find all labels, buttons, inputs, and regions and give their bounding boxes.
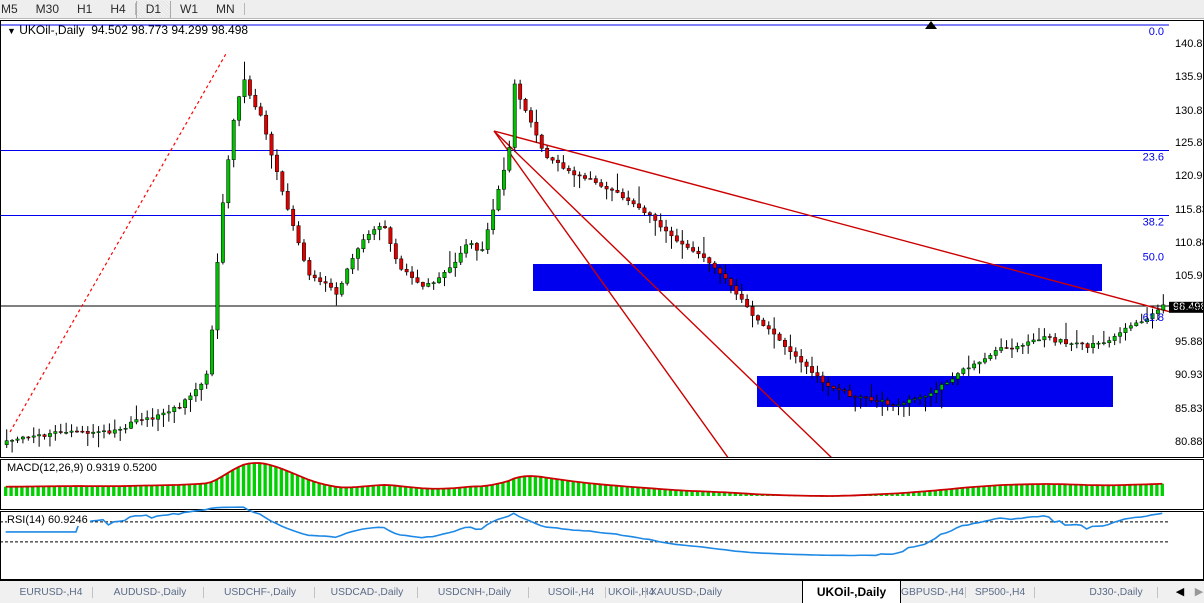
svg-text:38.2: 38.2 xyxy=(1143,217,1164,229)
svg-text:61.8: 61.8 xyxy=(1143,312,1164,324)
svg-text:23.6: 23.6 xyxy=(1143,152,1164,164)
svg-text:50.0: 50.0 xyxy=(1143,252,1164,264)
svg-text:0.0: 0.0 xyxy=(1149,26,1164,38)
